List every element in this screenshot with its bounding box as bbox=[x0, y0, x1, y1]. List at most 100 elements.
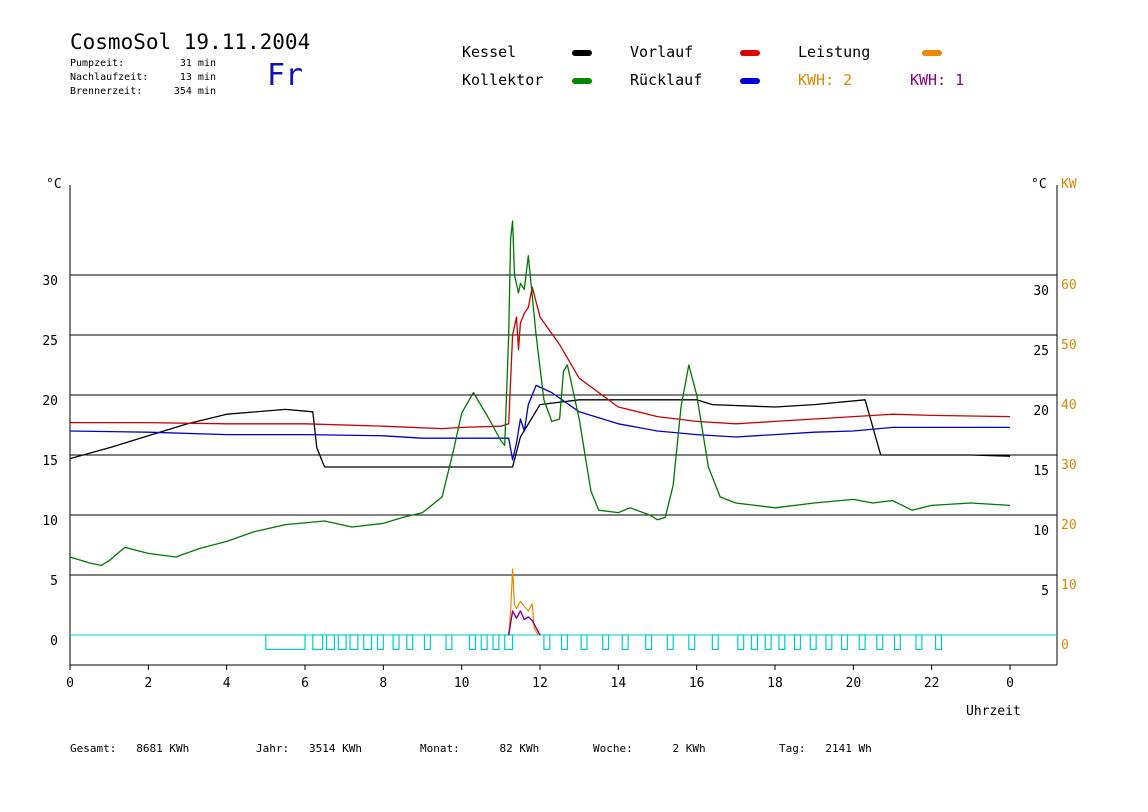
pump-pulse bbox=[312, 634, 324, 650]
footer-label: Gesamt: bbox=[70, 742, 117, 755]
series-line-vorlauf bbox=[70, 286, 1011, 430]
y-tick-label-right-c: 10 bbox=[1033, 524, 1049, 539]
stat-label: Nachlaufzeit: bbox=[70, 72, 149, 83]
footer-label: Tag: bbox=[779, 742, 806, 755]
pump-pulse bbox=[492, 634, 500, 650]
series-line-ruecklauf bbox=[69, 384, 1010, 461]
footer-jahr: Jahr: 3514 KWh bbox=[256, 742, 362, 755]
x-tick-label: 0 bbox=[66, 676, 74, 691]
pump-pulse bbox=[406, 634, 414, 650]
footer-woche: Woche: 2 KWh bbox=[593, 742, 706, 755]
pump-pulse bbox=[750, 634, 758, 650]
pump-pulse bbox=[764, 634, 772, 650]
y-tick-label-right-c: 5 bbox=[1041, 584, 1049, 599]
pump-pulse bbox=[580, 634, 588, 650]
y-tick-label-left: 10 bbox=[42, 514, 58, 529]
pump-pulse bbox=[645, 634, 653, 650]
pump-pulse bbox=[265, 634, 306, 650]
stat-brennerzeit: Brennerzeit: 354 min bbox=[70, 86, 216, 97]
y-tick-label-right-kw: 30 bbox=[1061, 458, 1077, 473]
pump-pulse bbox=[468, 634, 476, 650]
pump-pulse bbox=[666, 634, 674, 650]
pump-pulse bbox=[445, 634, 453, 650]
stat-value: 31 min bbox=[179, 58, 216, 69]
pump-pulse bbox=[349, 634, 359, 650]
y-tick-label-right-c: 30 bbox=[1033, 284, 1049, 299]
footer-tag: Tag: 2141 Wh bbox=[779, 742, 872, 755]
y-tick-label-right-kw: 60 bbox=[1061, 278, 1077, 293]
y-tick-label-left: 25 bbox=[42, 334, 58, 349]
legend-kessel-swatch bbox=[572, 50, 592, 56]
footer-value: 2 KWh bbox=[672, 742, 706, 755]
y-axis-label-right-kw: KW bbox=[1061, 177, 1077, 192]
x-tick-label: 16 bbox=[689, 676, 705, 691]
x-tick-label: 12 bbox=[532, 676, 548, 691]
legend-ruecklauf-label: Rücklauf bbox=[630, 71, 703, 89]
x-tick-label: 22 bbox=[924, 676, 940, 691]
stat-nachlaufzeit: Nachlaufzeit: 13 min bbox=[70, 72, 216, 83]
y-tick-label-left: 15 bbox=[42, 454, 58, 469]
x-tick-label: 4 bbox=[223, 676, 231, 691]
legend-kessel-label: Kessel bbox=[462, 43, 517, 61]
pump-pulse bbox=[363, 634, 373, 650]
x-tick-label: 0 bbox=[1006, 676, 1014, 691]
pump-pulse bbox=[504, 634, 514, 650]
day-of-week: Fr bbox=[267, 58, 304, 93]
footer-value: 2141 Wh bbox=[825, 742, 872, 755]
footer-label: Jahr: bbox=[256, 742, 290, 755]
legend-leistung-label: Leistung bbox=[798, 43, 871, 61]
footer-label: Monat: bbox=[420, 742, 460, 755]
y-tick-label-right-kw: 0 bbox=[1061, 638, 1069, 653]
footer-value: 8681 KWh bbox=[136, 742, 190, 755]
y-tick-label-right-kw: 50 bbox=[1061, 338, 1077, 353]
series-line-kessel bbox=[69, 399, 1011, 468]
x-axis-label: Uhrzeit bbox=[966, 704, 1021, 719]
stat-value: 13 min bbox=[179, 72, 216, 83]
pump-pulse bbox=[858, 634, 866, 650]
pump-pulse bbox=[876, 634, 884, 650]
y-axis-label-right-c: °C bbox=[1031, 177, 1047, 192]
pump-pulse bbox=[392, 634, 400, 650]
legend-kollektor-label: Kollektor bbox=[462, 71, 544, 89]
x-tick-label: 8 bbox=[379, 676, 387, 691]
pump-pulse bbox=[423, 634, 431, 650]
pump-pulse bbox=[602, 634, 610, 650]
legend-kollektor-swatch bbox=[572, 78, 592, 84]
chart-title: CosmoSol 19.11.2004 bbox=[70, 30, 311, 54]
legend-vorlauf-swatch bbox=[740, 50, 760, 56]
pump-pulse bbox=[337, 634, 347, 650]
footer-monat: Monat: 82 KWh bbox=[420, 742, 539, 755]
y-tick-label-right-c: 20 bbox=[1033, 404, 1049, 419]
series-line-leistung bbox=[508, 568, 539, 636]
stat-pumpzeit: Pumpzeit: 31 min bbox=[70, 58, 216, 69]
legend-ruecklauf-swatch bbox=[740, 78, 760, 84]
pump-pulse bbox=[621, 634, 629, 650]
pump-pulse bbox=[893, 634, 901, 650]
pump-pulse bbox=[825, 634, 833, 650]
x-tick-label: 14 bbox=[611, 676, 627, 691]
x-tick-label: 10 bbox=[454, 676, 470, 691]
y-tick-label-right-kw: 20 bbox=[1061, 518, 1077, 533]
pump-pulse bbox=[915, 634, 923, 650]
footer-value: 82 KWh bbox=[499, 742, 540, 755]
x-tick-label: 20 bbox=[846, 676, 862, 691]
pump-pulse bbox=[560, 634, 569, 650]
legend-vorlauf-label: Vorlauf bbox=[630, 43, 694, 61]
pump-pulse bbox=[934, 634, 943, 650]
pump-pulse bbox=[688, 634, 696, 650]
stat-label: Pumpzeit: bbox=[70, 58, 125, 69]
y-tick-label-right-c: 25 bbox=[1033, 344, 1049, 359]
y-tick-label-left: 0 bbox=[50, 634, 58, 649]
x-tick-label: 2 bbox=[144, 676, 152, 691]
y-tick-label-left: 30 bbox=[42, 274, 58, 289]
footer-gesamt: Gesamt: 8681 KWh bbox=[70, 742, 189, 755]
pump-pulse bbox=[543, 634, 551, 650]
pump-pulse bbox=[778, 634, 786, 650]
legend-leistung-swatch bbox=[922, 50, 942, 56]
y-tick-label-left: 5 bbox=[50, 574, 58, 589]
series-line-kwh1 bbox=[508, 610, 541, 636]
pump-pulse bbox=[480, 634, 488, 650]
y-tick-label-left: 20 bbox=[42, 394, 58, 409]
pump-pulse bbox=[711, 634, 719, 650]
